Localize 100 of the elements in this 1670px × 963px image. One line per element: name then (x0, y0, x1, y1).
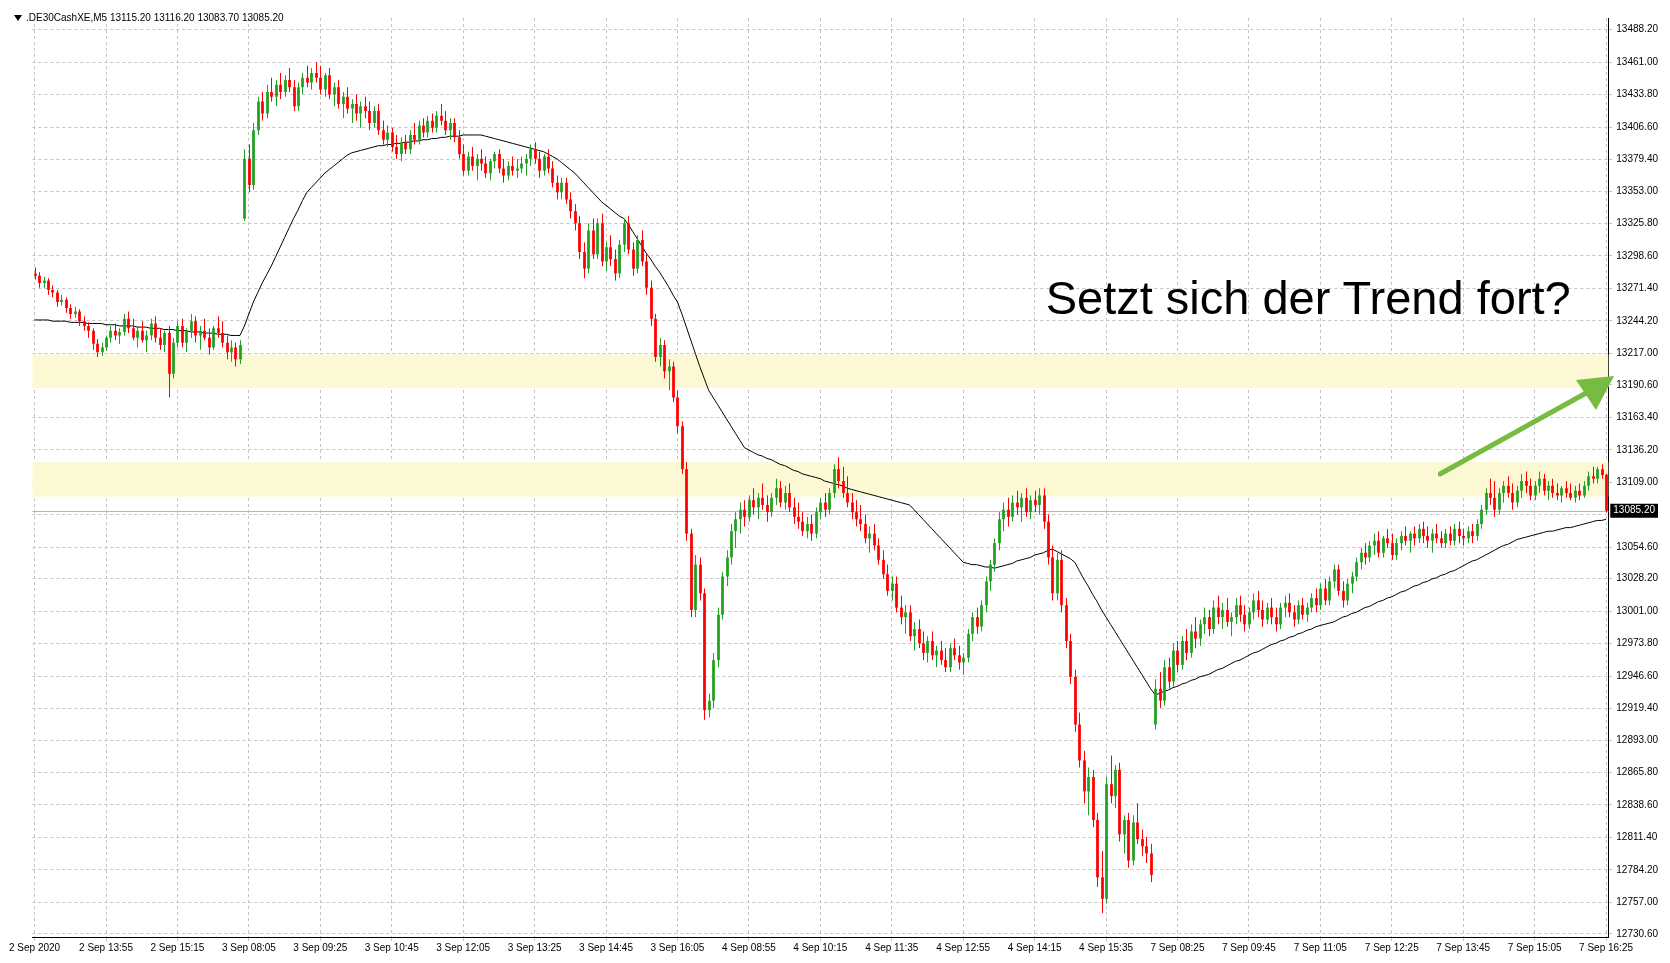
candlestick (1293, 604, 1296, 628)
candlestick (301, 72, 304, 95)
candlestick (498, 148, 501, 174)
candlestick (985, 576, 988, 613)
x-tick-label: 3 Sep 12:05 (436, 941, 491, 953)
candlestick (1435, 523, 1438, 544)
candlestick (1150, 843, 1153, 883)
x-tick-label: 7 Sep 08:25 (1150, 941, 1205, 953)
candlestick (904, 604, 907, 635)
candlestick (395, 134, 398, 160)
candlestick (739, 502, 742, 535)
candlestick (538, 151, 541, 179)
y-tick-label: 13353.00 (1616, 184, 1659, 196)
candlestick (516, 158, 519, 179)
candlestick (176, 320, 179, 348)
candlestick (855, 499, 858, 527)
candlestick (1507, 475, 1510, 499)
candlestick (752, 487, 755, 515)
candlestick (136, 325, 139, 348)
candlestick (770, 492, 773, 518)
candlestick (400, 136, 403, 162)
y-tick-label: 12811.40 (1616, 831, 1658, 843)
candlestick (668, 358, 671, 391)
candlestick (1373, 533, 1376, 556)
candlestick (333, 81, 336, 107)
x-tick-label: 4 Sep 12:55 (936, 941, 991, 953)
candlestick (1275, 607, 1278, 632)
candlestick (391, 127, 394, 153)
candlestick (1176, 640, 1179, 673)
candlestick (306, 65, 309, 88)
candlestick (1498, 487, 1501, 515)
x-tick-label: 4 Sep 08:55 (721, 941, 777, 953)
candlestick (873, 523, 876, 551)
candlestick (569, 191, 572, 220)
candlestick (1252, 592, 1255, 621)
candlestick (1386, 528, 1389, 549)
x-tick-label: 7 Sep 11:05 (1293, 941, 1348, 953)
candlestick (1324, 578, 1327, 606)
candlestick (971, 611, 974, 642)
candlestick (234, 342, 237, 367)
candlestick (949, 642, 952, 673)
candlestick (743, 499, 746, 527)
candlestick (1346, 578, 1349, 606)
candlestick (1342, 580, 1345, 609)
candlestick (900, 595, 903, 625)
candlestick (913, 621, 916, 652)
candlestick (342, 91, 345, 119)
y-tick-label: 13406.60 (1616, 120, 1659, 132)
candlestick (288, 67, 291, 93)
candlestick (293, 79, 296, 112)
candlestick (1123, 814, 1126, 854)
candlestick (748, 494, 751, 523)
candlestick (980, 599, 983, 632)
x-tick-label: 3 Sep 09:25 (293, 941, 348, 953)
ref-line-label: 13085.20 (1613, 504, 1656, 516)
candlestick (886, 564, 889, 597)
candlestick (993, 537, 996, 573)
y-tick-label: 13163.40 (1616, 411, 1659, 423)
candlestick (1431, 528, 1434, 554)
candlestick (918, 619, 921, 649)
candlestick (1422, 521, 1425, 544)
candlestick (435, 110, 438, 134)
candlestick (806, 516, 809, 539)
candlestick (1355, 556, 1358, 582)
candlestick (1141, 829, 1144, 857)
candlestick (1480, 504, 1483, 530)
y-tick-label: 13109.00 (1616, 476, 1659, 488)
candlestick (221, 320, 224, 348)
candlestick (279, 72, 282, 100)
candlestick (386, 124, 389, 148)
candlestick (1333, 564, 1336, 589)
candlestick (1471, 523, 1474, 544)
candlestick (609, 234, 612, 267)
candlestick (1029, 494, 1032, 520)
candlestick (605, 241, 608, 272)
y-tick-label: 13379.40 (1616, 153, 1659, 165)
candlestick (1297, 599, 1300, 625)
x-tick-label: 7 Sep 13:45 (1436, 941, 1491, 953)
y-tick-label: 12757.00 (1616, 896, 1659, 908)
candlestick (534, 141, 537, 165)
candlestick (266, 84, 269, 119)
candlestick (1395, 537, 1398, 561)
candlestick (708, 693, 711, 718)
x-tick-label: 3 Sep 10:45 (364, 941, 420, 953)
y-tick-label: 13244.20 (1616, 314, 1659, 326)
candlestick (359, 101, 362, 129)
candlestick (431, 112, 434, 134)
y-tick-label: 12893.00 (1616, 733, 1659, 745)
candlestick (935, 645, 938, 668)
candlestick (1235, 597, 1238, 625)
candlestick (1485, 487, 1488, 515)
candlestick (1016, 490, 1019, 515)
candlestick (1002, 502, 1005, 532)
chart-title: .DE30CashXE,M5 13115.20 13116.20 13083.70 13085.20 (26, 12, 284, 23)
candlestick (1529, 478, 1532, 501)
candlestick (632, 241, 635, 277)
candlestick (511, 155, 514, 177)
candlestick (547, 148, 550, 174)
x-tick-label: 2 Sep 2020 (8, 941, 61, 953)
candlestick (864, 514, 867, 544)
